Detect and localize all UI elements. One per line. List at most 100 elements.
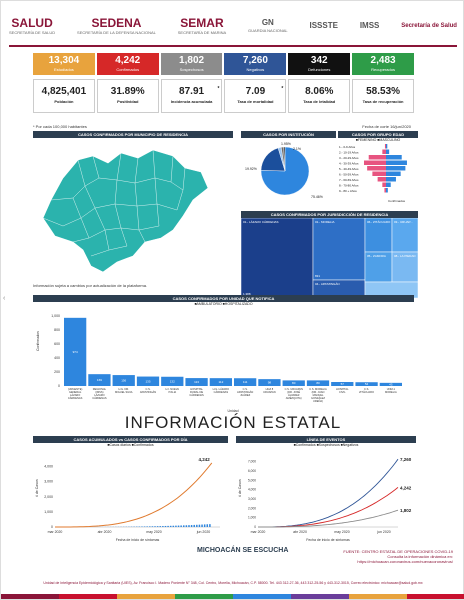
age-group-label: 8.- 70-80 Años [339, 184, 359, 188]
age-group-label: 9.- 80 + Años [339, 189, 357, 193]
age-panel: CASOS POR GRUPO EDAD ■FEMENINO ■MASCULIN… [338, 131, 418, 211]
treemap-label: 01.- MORELIA [315, 220, 335, 224]
bar-value-label: 112 [218, 380, 223, 384]
x-tick-label: HOSPITAL RURAL DE CÁRDENAS [189, 387, 204, 397]
stat-secondary-label: Tasa de recuperación [362, 99, 404, 104]
pie-label: 1.95% [281, 142, 291, 146]
institution-title: CASOS POR INSTITUCIÓN [241, 131, 336, 138]
treemap-label: 04.- APATZINGÁN [315, 282, 340, 286]
age-group-label: 3.- 20-29 Años [339, 156, 359, 160]
daily-bar [206, 524, 209, 527]
y-tick: 4,000 [248, 488, 256, 492]
treemap-cell [364, 251, 393, 283]
daily-bar [169, 525, 172, 527]
female-bar [384, 144, 386, 149]
bar [331, 382, 354, 386]
source-line-2: Consulta la información dinámica en: [387, 554, 453, 559]
municipality-borders [42, 149, 186, 257]
treemap-label: 01.- LÁZARO CÁRDENAS [243, 220, 279, 224]
acumulados-chart: 0 1,000 2,000 3,000 4,000 # de Casos mar 2020 a… [35, 457, 220, 542]
stat-top: 13,304 Estudiados [33, 53, 95, 75]
series-end-label: 1,802 [400, 508, 412, 513]
x-tick-label: C.S. APATZINGÁN JUÁREZ [237, 387, 253, 397]
y-tick: 800 [54, 328, 60, 332]
bar-value-label: 80 [316, 381, 320, 385]
pie-label: 2.1% [293, 147, 301, 151]
stat-secondary: 4,825,401 Población [33, 79, 95, 113]
age-title: CASOS POR GRUPO EDAD [338, 131, 418, 138]
x-axis-label: Unidad [227, 409, 238, 413]
female-bar [382, 149, 386, 154]
treemap-value: 1,388 [243, 292, 251, 296]
treemap-label: 08.- LA PIEDAD [394, 254, 416, 258]
x-tick-label: REGIONAL (IMSS) LÁZARO CÁRDENAS [92, 387, 107, 400]
stat-secondary-label: Tasa de letalidad [303, 99, 336, 104]
age-group-label: 2.- 10-19 Años [339, 151, 359, 155]
daily-bar [203, 524, 206, 527]
x-tick: abr 2020 [98, 530, 112, 534]
address: Unidad de Inteligencia Epidemiológica y … [43, 581, 423, 585]
y-tick: 2,000 [44, 495, 53, 499]
gn-logo: GN GUARDIA NACIONAL [248, 17, 288, 33]
bar-value-label: 98 [268, 381, 272, 385]
male-bar [386, 177, 396, 182]
state-shape[interactable] [42, 149, 209, 273]
stat-card: 7,260 Negativos 7.09 Tasa de mortalidad * [224, 53, 287, 123]
bar-value-label: 169 [97, 378, 102, 382]
bar-value-label: 156 [121, 379, 126, 383]
series-end-label: 4,242 [400, 485, 412, 490]
treemap-cell [391, 217, 419, 253]
daily-bar [190, 525, 193, 527]
x-tick-label: H.I. NUEVA ITALIA [166, 387, 180, 394]
male-bar [386, 166, 406, 171]
footnote: * Por cada 100,000 habitantes [33, 124, 87, 129]
daily-bar [141, 526, 143, 527]
bar-value-label: 135 [145, 379, 150, 383]
secretaria-salud-logo: Secretaría de Salud [401, 22, 457, 29]
female-bar [372, 171, 386, 176]
x-tick-label: HOSPITAL CIVIL [336, 387, 349, 394]
source-link[interactable]: https://michoacan.coronavirus.com/nuevac… [357, 559, 453, 564]
x-tick-label: C.S. APATZINGÁN [140, 387, 156, 394]
bar-value-label: 54 [365, 382, 369, 386]
series-end-label: 7,260 [400, 457, 412, 462]
jurisdiction-title: CASOS CONFIRMADOS POR JURISDICCIÓN DE RE… [241, 211, 418, 218]
daily-bar [201, 524, 203, 527]
x-axis-label: Fecha de inicio de síntomas [306, 538, 350, 542]
x-tick: may 2020 [146, 530, 161, 534]
treemap-label: 06.- ZITÁCUARO [367, 220, 391, 224]
male-bar [386, 188, 388, 193]
daily-bar [193, 524, 195, 527]
stat-secondary-value: 58.53% [366, 86, 401, 97]
y-tick: 400 [54, 356, 60, 360]
age-group-label: 6.- 50-59 Años [339, 173, 359, 177]
age-legend: ■FEMENINO ■MASCULINO [355, 138, 401, 142]
stat-value: 2,483 [370, 55, 396, 66]
bar [306, 380, 330, 386]
pie-label: 75.46% [311, 195, 323, 199]
daily-bar [162, 526, 164, 527]
daily-bar [185, 525, 188, 527]
stat-label: Defunciones [308, 67, 331, 72]
logos-header: SALUD SECRETARÍA DE SALUD SEDENA SECRETARÍ… [9, 9, 457, 47]
units-panel: CASOS CONFIRMADOS POR UNIDAD QUE NOTIFIC… [33, 295, 414, 415]
stat-secondary: 87.91 Incidencia acumulada * [160, 79, 223, 113]
age-axis-label: Confirmados [388, 199, 406, 203]
daily-bar [172, 525, 175, 527]
left-arrow-icon[interactable]: ‹ [3, 295, 6, 302]
x-tick: mar 2020 [251, 530, 266, 534]
stat-label: Sospechosos [179, 67, 204, 72]
x-tick: jun 2020 [196, 530, 210, 534]
stat-secondary-value: 31.89% [110, 86, 145, 97]
bar [379, 382, 402, 386]
x-tick: abr 2020 [293, 530, 307, 534]
stat-secondary: 31.89% Positividad [96, 79, 159, 113]
age-group-label: 5.- 40-49 Años [339, 167, 359, 171]
y-tick: 0 [58, 384, 60, 388]
stat-card: 342 Defunciones 8.06% Tasa de letalidad [288, 53, 351, 123]
stat-secondary: 8.06% Tasa de letalidad [288, 79, 351, 113]
michoacan-map[interactable] [33, 138, 233, 288]
stat-top: 7,260 Negativos [224, 53, 287, 75]
series-line [258, 509, 399, 528]
